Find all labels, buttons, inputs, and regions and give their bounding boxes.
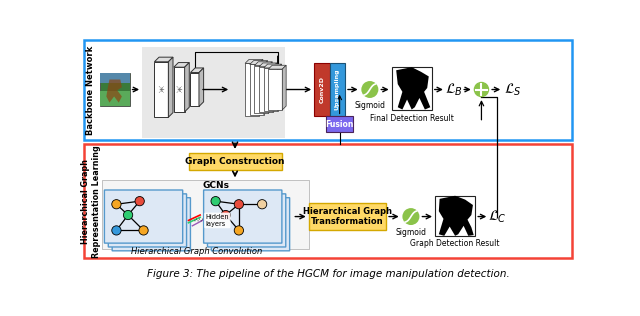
Polygon shape bbox=[245, 59, 263, 63]
Text: Graph Detection Result: Graph Detection Result bbox=[410, 239, 500, 248]
Circle shape bbox=[362, 81, 378, 98]
Polygon shape bbox=[250, 61, 268, 64]
Polygon shape bbox=[184, 63, 189, 112]
FancyBboxPatch shape bbox=[112, 198, 191, 251]
Circle shape bbox=[257, 200, 267, 209]
Polygon shape bbox=[268, 62, 272, 113]
FancyBboxPatch shape bbox=[207, 194, 286, 247]
Bar bbox=[100, 73, 129, 83]
Text: Hidden
layers: Hidden layers bbox=[205, 214, 229, 227]
Text: Upsampling: Upsampling bbox=[335, 69, 340, 110]
Bar bbox=[314, 63, 330, 117]
Bar bbox=[308, 203, 386, 230]
Bar bbox=[174, 67, 184, 112]
Circle shape bbox=[234, 226, 244, 235]
Circle shape bbox=[474, 82, 489, 97]
Text: Hierarchical Graph Convolution: Hierarchical Graph Convolution bbox=[131, 247, 262, 257]
Bar bbox=[189, 154, 282, 170]
Text: Backbone Network: Backbone Network bbox=[86, 46, 95, 135]
Bar bbox=[84, 144, 572, 258]
Text: Graph Construction: Graph Construction bbox=[185, 157, 285, 167]
Circle shape bbox=[135, 197, 145, 206]
Circle shape bbox=[124, 210, 132, 220]
Bar bbox=[100, 73, 129, 106]
Text: Hierarchical Graph
Transformation: Hierarchical Graph Transformation bbox=[303, 207, 392, 226]
Text: Figure 3: The pipeline of the HGCM for image manipulation detection.: Figure 3: The pipeline of the HGCM for i… bbox=[147, 269, 509, 278]
Bar bbox=[154, 62, 168, 117]
Circle shape bbox=[221, 210, 230, 220]
Text: $\mathcal{L}_B$: $\mathcal{L}_B$ bbox=[445, 81, 463, 98]
Polygon shape bbox=[154, 57, 173, 62]
Bar bbox=[102, 179, 309, 249]
Text: +: + bbox=[176, 87, 182, 93]
Polygon shape bbox=[174, 63, 189, 67]
Circle shape bbox=[112, 226, 121, 235]
Polygon shape bbox=[264, 61, 268, 114]
Polygon shape bbox=[282, 65, 286, 110]
Bar bbox=[268, 69, 282, 110]
Polygon shape bbox=[439, 196, 474, 236]
Circle shape bbox=[211, 197, 220, 206]
Polygon shape bbox=[396, 67, 430, 110]
Bar bbox=[84, 40, 572, 140]
Circle shape bbox=[403, 208, 419, 225]
Bar bbox=[191, 73, 199, 106]
Text: Sigmoid: Sigmoid bbox=[355, 101, 385, 110]
Circle shape bbox=[112, 200, 121, 209]
Bar bbox=[259, 67, 273, 112]
Polygon shape bbox=[106, 80, 122, 103]
Polygon shape bbox=[278, 64, 282, 111]
Text: $\mathcal{L}_C$: $\mathcal{L}_C$ bbox=[488, 208, 506, 225]
Bar bbox=[326, 117, 353, 132]
Bar bbox=[392, 67, 432, 110]
Circle shape bbox=[234, 200, 244, 209]
Text: Sigmoid: Sigmoid bbox=[396, 228, 426, 237]
Polygon shape bbox=[259, 63, 277, 67]
FancyBboxPatch shape bbox=[211, 198, 290, 251]
Polygon shape bbox=[264, 64, 282, 68]
Bar bbox=[330, 63, 345, 117]
Text: $\mathcal{L}_S$: $\mathcal{L}_S$ bbox=[504, 81, 521, 98]
Bar bbox=[264, 68, 278, 111]
Bar bbox=[254, 66, 268, 113]
Polygon shape bbox=[168, 57, 173, 117]
Bar bbox=[100, 91, 129, 106]
FancyBboxPatch shape bbox=[204, 190, 282, 243]
Text: GCNs: GCNs bbox=[202, 181, 229, 190]
Text: Fusion: Fusion bbox=[325, 120, 354, 129]
Polygon shape bbox=[254, 62, 272, 66]
Circle shape bbox=[139, 226, 148, 235]
Polygon shape bbox=[259, 59, 263, 116]
Bar bbox=[142, 47, 285, 138]
Bar bbox=[250, 64, 264, 114]
Bar bbox=[435, 196, 476, 236]
Text: Final Detection Result: Final Detection Result bbox=[370, 114, 454, 123]
FancyBboxPatch shape bbox=[104, 190, 182, 243]
Polygon shape bbox=[268, 65, 286, 69]
Polygon shape bbox=[199, 68, 204, 106]
Text: Conv2D: Conv2D bbox=[319, 76, 324, 103]
Text: +: + bbox=[159, 87, 164, 93]
Bar bbox=[245, 63, 259, 116]
Text: Hierarchical Graph
Representation Learning: Hierarchical Graph Representation Learni… bbox=[81, 145, 100, 258]
Polygon shape bbox=[191, 68, 204, 73]
Polygon shape bbox=[273, 63, 277, 112]
FancyBboxPatch shape bbox=[108, 194, 187, 247]
